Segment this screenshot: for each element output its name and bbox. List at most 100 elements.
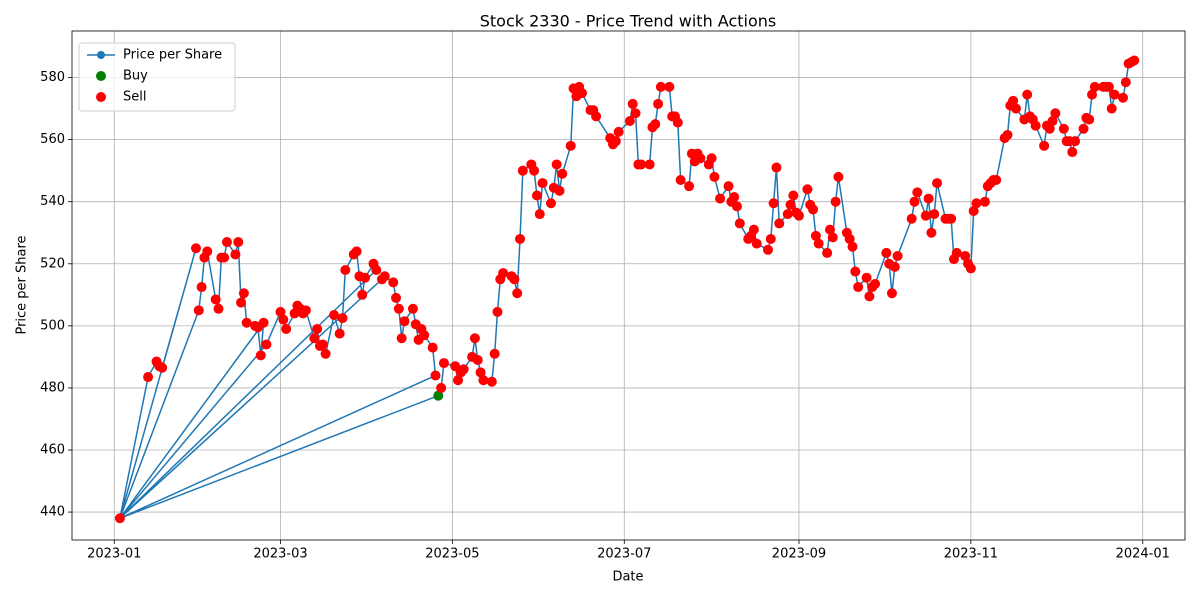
action-point — [909, 196, 920, 207]
y-tick-label: 460 — [40, 442, 65, 457]
action-point — [765, 233, 776, 244]
action-point — [238, 288, 249, 299]
action-point — [813, 238, 824, 249]
action-point — [1129, 55, 1140, 66]
action-point — [731, 201, 742, 212]
action-point — [991, 174, 1002, 185]
legend-label: Price per Share — [123, 48, 222, 63]
action-point — [774, 218, 785, 229]
action-point — [748, 224, 759, 235]
action-point — [486, 376, 497, 387]
action-point — [537, 178, 548, 189]
action-point — [1087, 89, 1098, 100]
action-point — [971, 198, 982, 209]
action-point — [650, 119, 661, 130]
action-point — [960, 251, 971, 262]
y-tick-label: 500 — [40, 318, 65, 333]
action-point — [889, 261, 900, 272]
x-tick-label: 2023-05 — [425, 547, 479, 562]
action-point — [853, 282, 864, 293]
action-point — [870, 278, 881, 289]
action-point — [979, 196, 990, 207]
action-point — [531, 190, 542, 201]
action-point — [438, 358, 449, 369]
action-point — [824, 224, 835, 235]
legend-marker — [96, 92, 106, 102]
action-point — [788, 190, 799, 201]
legend-box — [78, 42, 236, 112]
action-point — [360, 272, 371, 283]
action-point — [771, 162, 782, 173]
action-point — [833, 171, 844, 182]
action-point — [613, 126, 624, 137]
action-point — [610, 136, 621, 147]
action-point — [577, 88, 588, 99]
action-point — [312, 323, 323, 334]
x-tick-label: 2023-01 — [87, 547, 141, 562]
action-point — [557, 168, 568, 179]
action-point — [475, 367, 486, 378]
action-point — [469, 333, 480, 344]
action-point — [734, 218, 745, 229]
x-axis-label: Date — [612, 570, 643, 585]
action-point — [906, 213, 917, 224]
action-point — [329, 309, 340, 320]
action-point — [923, 193, 934, 204]
action-point — [317, 339, 328, 350]
action-point — [844, 233, 855, 244]
legend-label: Buy — [123, 69, 148, 84]
action-point — [236, 297, 247, 308]
action-point — [965, 263, 976, 274]
action-point — [810, 230, 821, 241]
action-point — [1022, 89, 1033, 100]
action-point — [892, 251, 903, 262]
action-point — [912, 187, 923, 198]
action-point — [396, 333, 407, 344]
action-point — [864, 291, 875, 302]
action-point — [929, 209, 940, 220]
action-point — [768, 198, 779, 209]
action-point — [472, 354, 483, 365]
action-point — [281, 323, 292, 334]
action-point — [655, 81, 666, 92]
action-point — [388, 277, 399, 288]
action-point — [1050, 108, 1061, 119]
action-point — [684, 181, 695, 192]
action-point — [509, 274, 520, 285]
action-point — [751, 238, 762, 249]
action-point — [458, 364, 469, 375]
action-point — [114, 513, 125, 524]
action-point — [419, 330, 430, 341]
action-point — [275, 306, 286, 317]
action-point — [861, 272, 872, 283]
action-point — [529, 165, 540, 176]
action-point — [554, 185, 565, 196]
action-point — [627, 98, 638, 109]
action-point — [881, 247, 892, 258]
action-point — [850, 266, 861, 277]
action-point — [1047, 116, 1058, 127]
x-tick-label: 2023-07 — [597, 547, 651, 562]
action-point — [762, 244, 773, 255]
action-point — [371, 264, 382, 275]
action-point — [351, 246, 362, 257]
action-point — [512, 288, 523, 299]
action-point — [255, 350, 266, 361]
action-point — [399, 316, 410, 327]
action-point — [1010, 103, 1021, 114]
action-point — [241, 317, 252, 328]
action-point — [213, 303, 224, 314]
action-point — [1030, 120, 1041, 131]
action-point — [193, 305, 204, 316]
action-point — [1120, 77, 1131, 88]
legend: Price per Share Buy Sell — [78, 42, 236, 112]
x-tick-label: 2023-11 — [944, 547, 998, 562]
action-point — [489, 348, 500, 359]
action-point — [1002, 129, 1013, 140]
action-point — [391, 292, 402, 303]
action-point — [1044, 123, 1055, 134]
legend-label: Sell — [123, 90, 146, 105]
action-point — [300, 305, 311, 316]
x-tick-label: 2023-03 — [253, 547, 307, 562]
